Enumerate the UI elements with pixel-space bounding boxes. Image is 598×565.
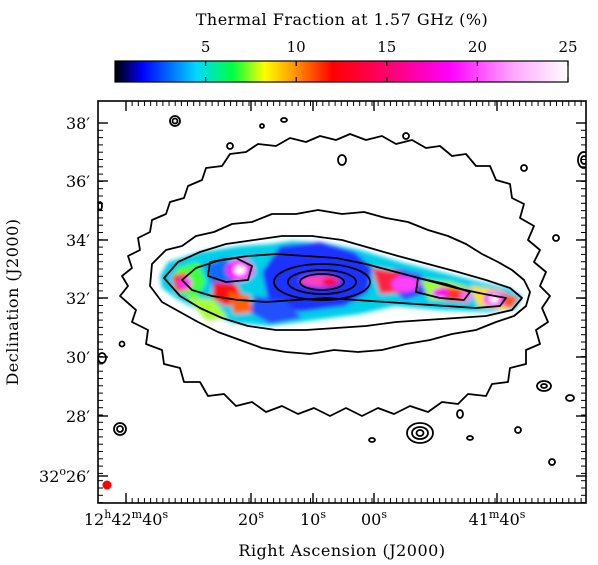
contour-source [226,142,234,150]
contour-2 [149,209,531,355]
x-tick-label: 20s [238,508,264,529]
y-tick-label: 32o26′ [39,465,90,486]
y-tick-label: 28′ [66,407,90,426]
contour-4 [181,253,507,309]
contour-source [540,383,548,389]
contour-source [171,117,179,125]
x-tick-label: 10s [300,508,326,529]
colorbar-tick-label: 25 [558,38,577,56]
colorbar-tick-label: 20 [468,38,487,56]
colorbar-tick-label: 5 [201,38,211,56]
contour-source [520,164,528,172]
y-tick-labels: 32o26′ 28′ 30′ 32′ 34′ 36′ 38′ [39,114,90,486]
contour-outer [119,133,551,417]
x-tick-label: 41m40s [469,508,526,529]
contour-source [466,435,474,441]
contour-source [456,409,464,419]
contour-source [169,115,181,127]
colorbar: 5 10 15 20 25 [114,38,578,83]
contour-source [116,425,124,433]
contour-source [565,394,575,402]
contour-core-3 [299,273,345,291]
contour-core-2 [287,269,357,295]
contour-source [402,132,410,140]
radio-contours [98,115,586,466]
contour-source [514,426,522,434]
colorbar-tick-label: 15 [377,38,396,56]
x-tick-labels: 12h42m40s 20s 10s 00s 41m40s [84,508,526,529]
colorbar-ticks: 5 10 15 20 25 [201,38,578,82]
contour-source [415,429,425,437]
contour-source [98,352,107,364]
colorbar-label: Thermal Fraction at 1.57 GHz (%) [196,10,489,29]
contour-source [368,437,376,443]
x-tick-label: 12h42m40s [84,508,169,529]
contour-source [411,426,429,440]
plot-frame [97,100,587,504]
contour-source [406,422,434,444]
contour-3 [163,235,523,331]
y-tick-label: 34′ [66,231,90,250]
contour-east-lobe [207,257,253,283]
contour-source [113,422,127,436]
y-axis-label: Declination (J2000) [3,218,22,385]
colorbar-tick-label: 10 [287,38,306,56]
beam-marker [102,480,112,490]
y-tick-label: 30′ [66,348,90,367]
contour-source [118,340,126,348]
x-tick-label: 00s [361,508,387,529]
axis-ticks [98,101,586,504]
contour-source [548,458,556,466]
contour-source [259,123,265,129]
y-tick-label: 36′ [66,172,90,191]
y-tick-label: 38′ [66,114,90,133]
contour-source [536,380,552,392]
colorbar-gradient [114,60,569,83]
contour-source [98,201,103,211]
contour-source [552,234,560,242]
contour-source [337,154,347,166]
x-axis-label: Right Ascension (J2000) [238,541,445,560]
contour-source [280,117,288,123]
y-tick-label: 32′ [66,289,90,308]
contour-west-lobe [415,277,471,301]
contour-core-1 [273,263,371,301]
